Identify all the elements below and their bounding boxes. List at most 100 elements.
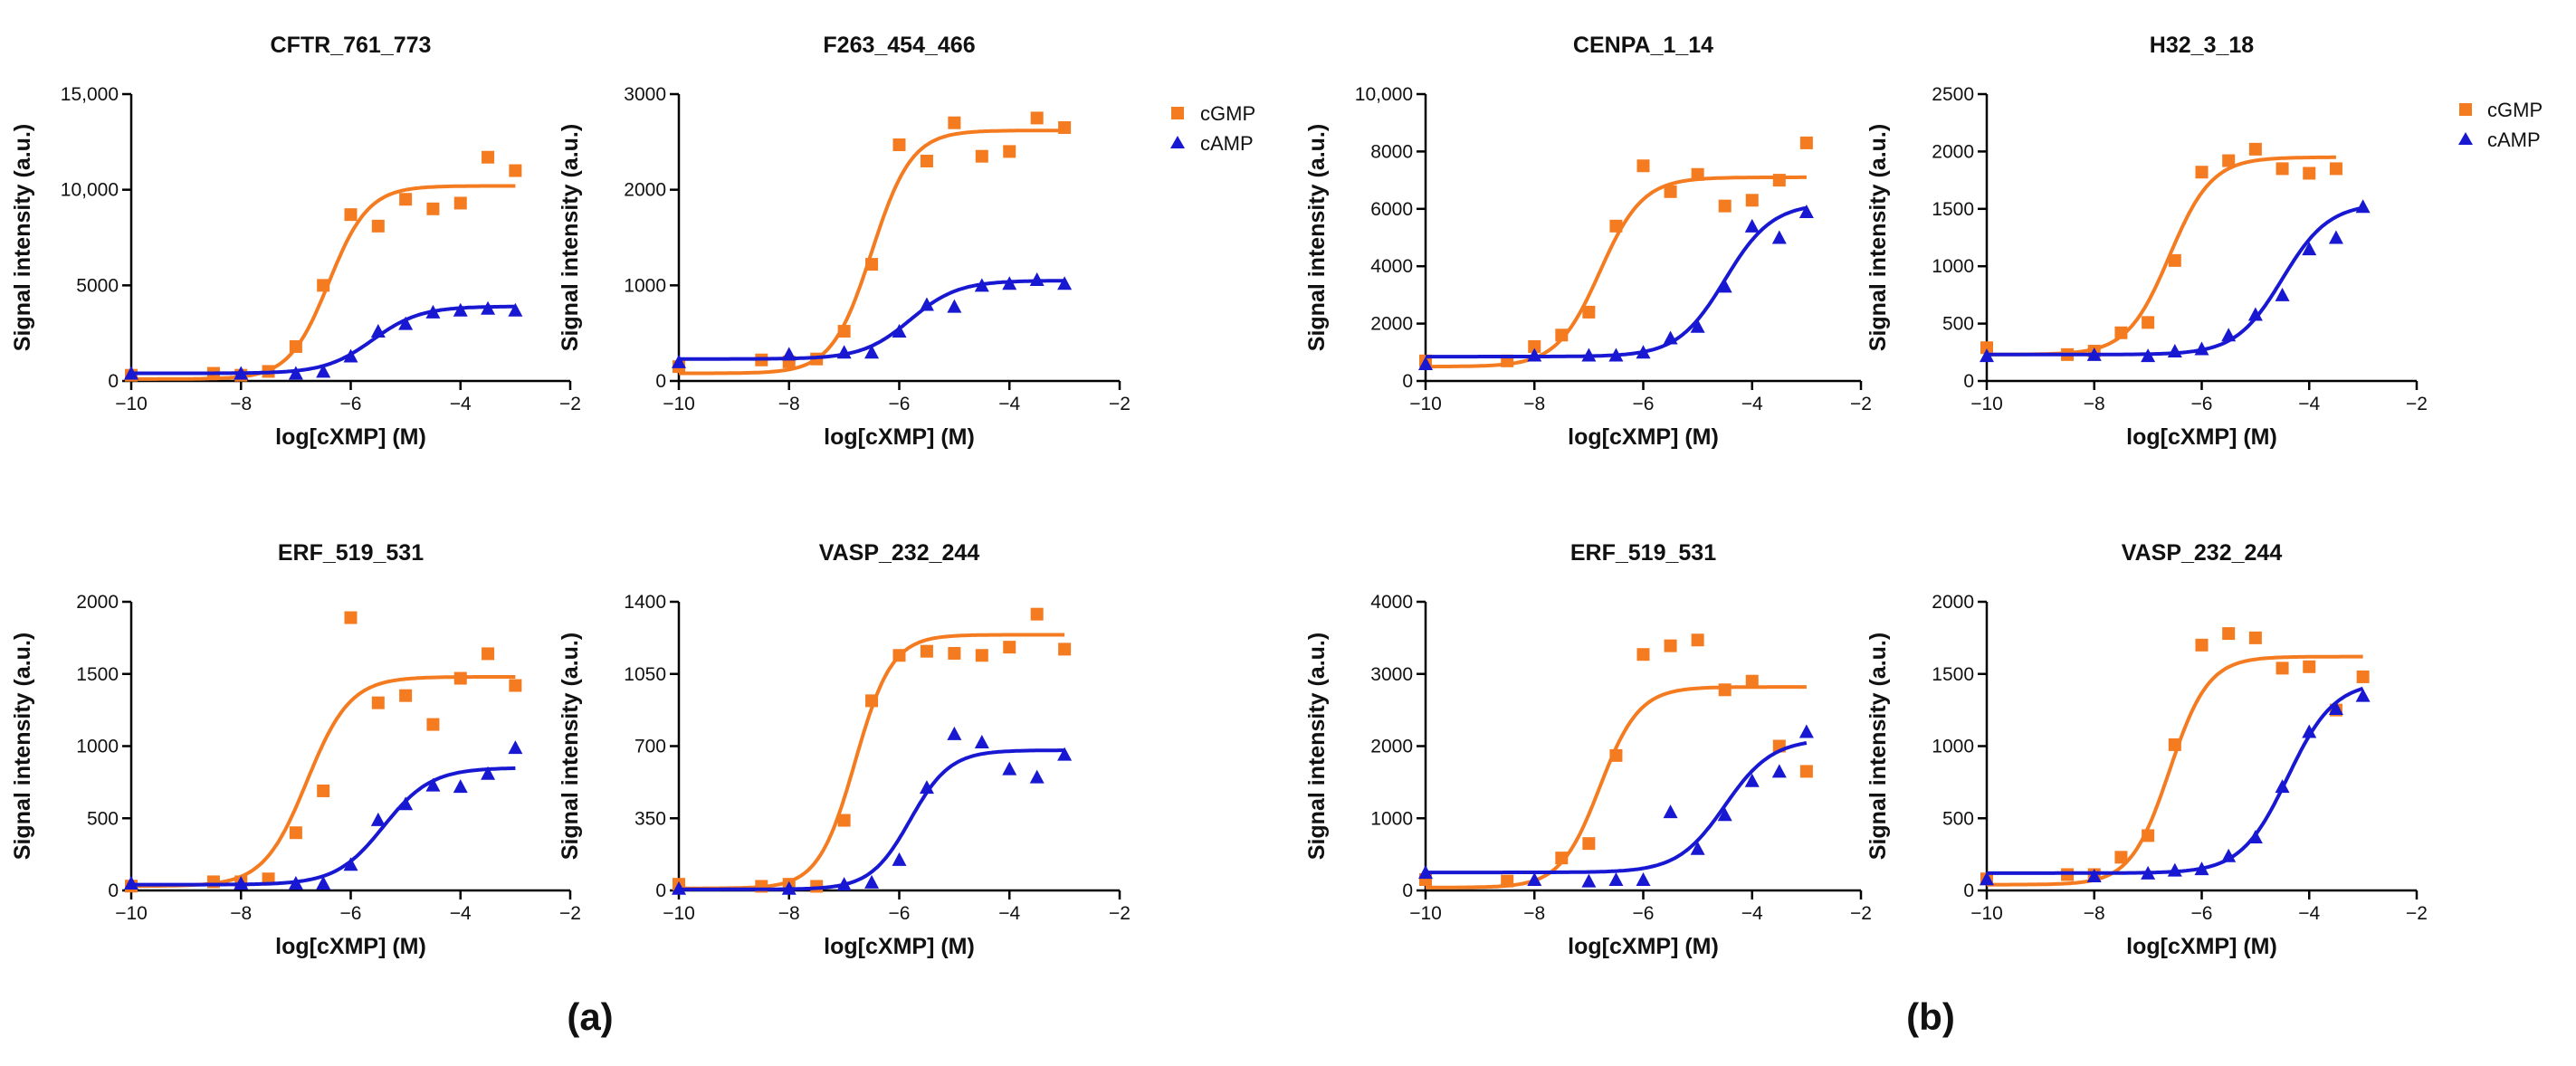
cgmp-point xyxy=(1664,639,1677,652)
x-tick-label: −6 xyxy=(2191,394,2213,414)
legend-a: cGMP cAMP xyxy=(1170,102,1255,155)
camp-point xyxy=(481,766,496,780)
chart-title: F263_454_466 xyxy=(823,33,975,58)
x-tick-label: −10 xyxy=(663,903,695,924)
camp-point xyxy=(370,812,386,826)
camp-point xyxy=(2086,869,2102,883)
y-tick-label: 1050 xyxy=(624,664,666,685)
camp-point xyxy=(1527,872,1542,887)
y-tick-label: 4000 xyxy=(1370,256,1413,277)
legend-a-camp-label: cAMP xyxy=(1200,132,1254,155)
y-tick-label: 500 xyxy=(1942,808,1974,829)
camp-point xyxy=(1771,230,1787,244)
y-tick-label: 0 xyxy=(108,371,119,392)
camp-point xyxy=(1581,347,1597,362)
cgmp-point xyxy=(920,154,933,167)
chart-panels: CFTR_761_773−10 −8 −6 −4 −20500010,00015,000… xyxy=(10,33,2428,959)
camp-point xyxy=(2221,848,2237,862)
camp-point xyxy=(919,297,934,311)
camp-point xyxy=(425,304,441,319)
camp-point xyxy=(1663,804,1678,819)
cgmp-fit-curve xyxy=(1987,654,2363,887)
cgmp-point xyxy=(371,696,385,709)
x-tick-label: −8 xyxy=(2084,394,2105,414)
cgmp-point xyxy=(1636,648,1650,661)
camp-point xyxy=(1527,347,1542,362)
camp-point xyxy=(892,324,907,338)
chart-7: ERF_519_531 −10 −8 −6 −4 −2 0 1000 2000 3000 4000 l… xyxy=(1304,540,1872,959)
legend-b: cGMP cAMP xyxy=(2458,99,2543,151)
camp-point xyxy=(453,779,468,794)
cgmp-point xyxy=(2303,167,2316,180)
chart-2: F263_454_466 −10 −8 −6 −4 −2 0 1000 2000 3000 log[… xyxy=(558,33,1131,450)
panel-label-a: (a) xyxy=(567,995,613,1038)
camp-point xyxy=(1418,356,1433,370)
cgmp-point xyxy=(482,150,495,164)
cgmp-point xyxy=(1718,683,1732,697)
cgmp-point xyxy=(865,258,879,271)
cgmp-point xyxy=(1030,607,1044,621)
camp-fit-curve xyxy=(679,748,1065,891)
x-tick-label: −2 xyxy=(1850,394,1872,414)
camp-point xyxy=(1636,872,1651,887)
chart-title: VASP_232_244 xyxy=(819,540,980,566)
cgmp-point xyxy=(289,339,302,353)
cgmp-point xyxy=(509,164,522,177)
camp-point xyxy=(370,324,386,338)
x-tick-label: −4 xyxy=(2298,394,2320,414)
y-tick-label: 15,000 xyxy=(61,84,119,105)
y-tick-label: 1000 xyxy=(1370,808,1413,829)
cgmp-point xyxy=(1609,219,1623,233)
camp-point xyxy=(1798,204,1814,218)
camp-point xyxy=(974,278,989,292)
panel-label-b: (b) xyxy=(1906,995,1955,1038)
camp-point xyxy=(1980,348,1994,363)
camp-point xyxy=(234,366,249,380)
camp-point xyxy=(508,740,523,755)
camp-point xyxy=(234,876,249,890)
cgmp-point xyxy=(1664,185,1677,198)
x-tick-label: −2 xyxy=(1850,903,1872,924)
y-tick-label: 1000 xyxy=(76,737,119,757)
chart-title: H32_3_18 xyxy=(2150,33,2254,58)
cgmp-point xyxy=(2356,670,2370,683)
camp-point xyxy=(1608,872,1624,887)
camp-point xyxy=(836,345,852,359)
cgmp-point xyxy=(426,202,440,215)
cgmp-point xyxy=(975,649,988,662)
y-tick-label: 1500 xyxy=(76,664,119,685)
camp-point xyxy=(2328,230,2343,244)
y-axis-label: Signal intensity (a.u.) xyxy=(558,124,583,351)
cgmp-point xyxy=(453,671,467,685)
cgmp-point xyxy=(344,208,358,222)
x-tick-label: −2 xyxy=(559,903,581,924)
camp-point xyxy=(1717,279,1732,293)
chart-4: H32_3_18 −10 −8 −6 −4 −2 0 500 1000 1500 2000 2500 l… xyxy=(1865,33,2428,450)
camp-point xyxy=(1029,271,1045,286)
y-tick-label: 0 xyxy=(1402,371,1413,392)
x-axis-label: log[cXMP] (M) xyxy=(824,934,975,959)
cgmp-point xyxy=(482,647,495,661)
x-tick-label: −10 xyxy=(663,394,695,414)
camp-point xyxy=(2355,688,2371,702)
x-tick-label: −2 xyxy=(1109,394,1131,414)
camp-point xyxy=(2194,341,2209,356)
y-tick-label: 1500 xyxy=(1932,199,1974,220)
y-tick-label: 1000 xyxy=(1932,737,1974,757)
camp-point xyxy=(1690,841,1705,855)
camp-point xyxy=(2141,348,2156,363)
camp-point xyxy=(398,796,414,811)
x-tick-label: −10 xyxy=(1970,903,2003,924)
y-tick-label: 1400 xyxy=(624,592,666,613)
camp-point xyxy=(1057,276,1073,290)
x-tick-label: −2 xyxy=(2406,903,2428,924)
chart-8: VASP_232_244 −10 −8 −6 −4 −2 0 500 1000 1500 2000 l… xyxy=(1865,540,2428,959)
chart-title: ERF_519_531 xyxy=(1570,540,1716,566)
camp-point xyxy=(2275,779,2290,794)
camp-point xyxy=(1636,345,1651,359)
camp-point xyxy=(2302,724,2317,738)
camp-point xyxy=(1717,807,1732,822)
cgmp-point xyxy=(2222,154,2236,167)
x-axis-label: log[cXMP] (M) xyxy=(275,934,426,959)
x-axis-label: log[cXMP] (M) xyxy=(275,424,426,450)
